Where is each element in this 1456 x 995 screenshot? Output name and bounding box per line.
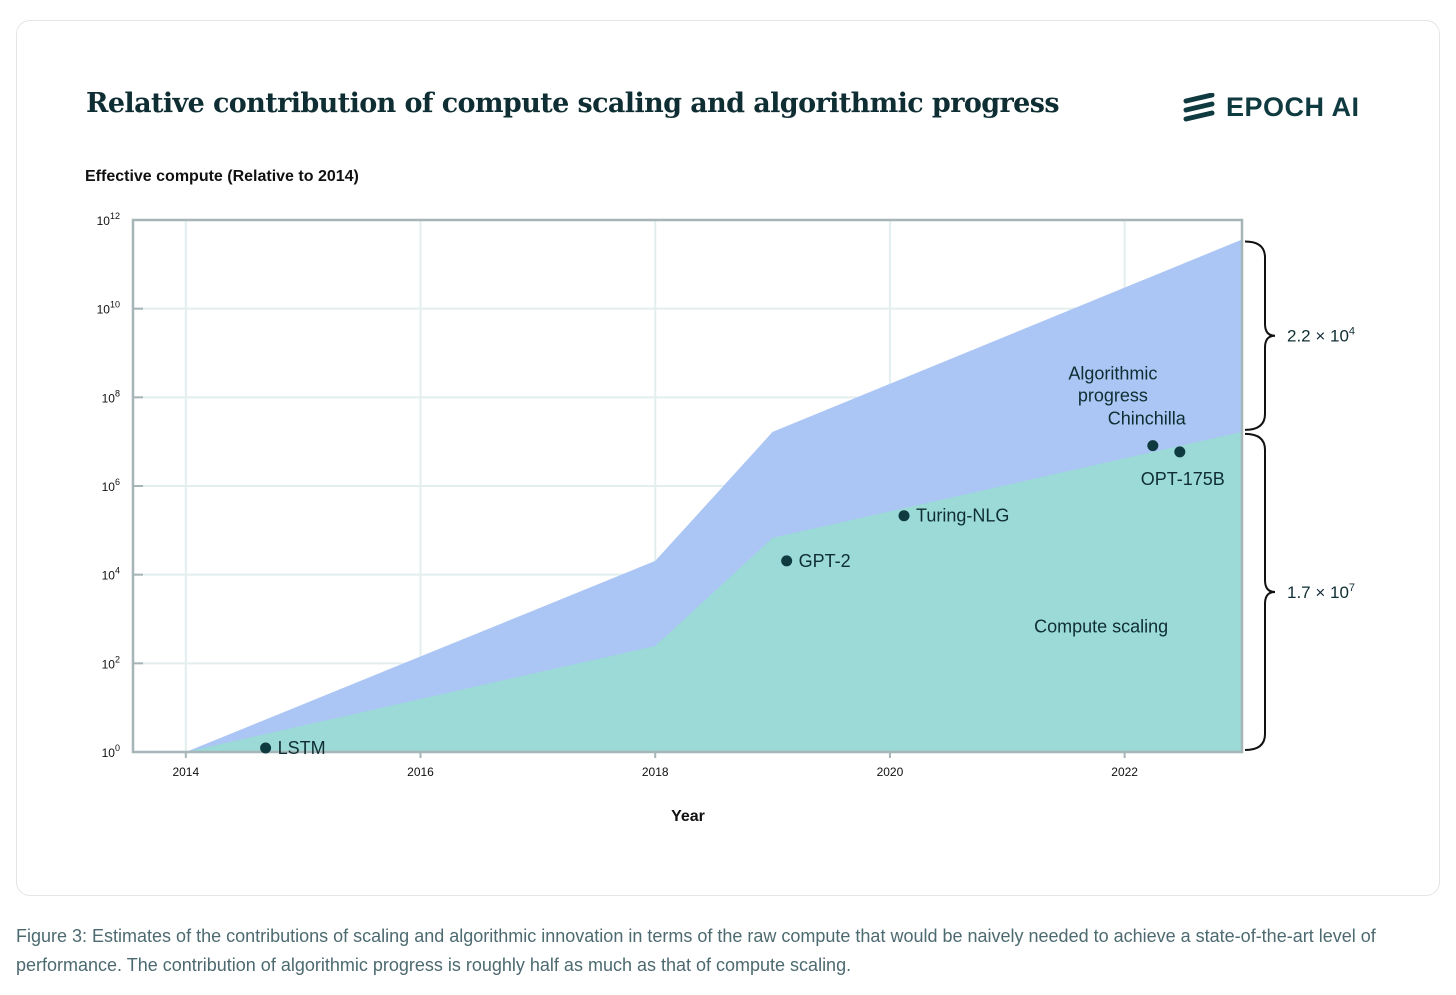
y-tick-label: 106 — [102, 477, 120, 494]
bracket — [1244, 240, 1276, 431]
data-point — [898, 510, 910, 522]
area-label: Compute scaling — [1034, 616, 1168, 636]
figure-card — [16, 20, 1440, 896]
x-tick-label: 2020 — [877, 765, 904, 779]
y-tick-label: 104 — [102, 566, 120, 583]
epoch-ai-logo: EPOCH AI — [1182, 92, 1360, 123]
y-tick-label: 1012 — [97, 211, 120, 228]
x-axis-label: Year — [671, 808, 705, 825]
data-point — [1147, 440, 1159, 452]
data-point-label: OPT-175B — [1141, 469, 1225, 489]
data-point-label: LSTM — [278, 738, 326, 758]
y-tick-label: 102 — [102, 654, 120, 671]
area-label: Algorithmic — [1068, 364, 1157, 384]
area-compute-scaling — [185, 431, 1242, 752]
data-point — [260, 742, 272, 754]
data-point — [1174, 446, 1186, 458]
area-label: progress — [1078, 386, 1148, 406]
figure-caption: Figure 3: Estimates of the contributions… — [16, 926, 1376, 975]
y-tick-label: 100 — [102, 743, 120, 760]
bracket-label: 1.7 × 107 — [1287, 582, 1355, 602]
epoch-logo-icon — [1183, 92, 1215, 121]
x-tick-label: 2014 — [172, 765, 199, 779]
y-axis-label: Effective compute (Relative to 2014) — [85, 168, 359, 185]
bracket — [1244, 432, 1276, 751]
y-tick-label: 108 — [102, 388, 120, 405]
y-tick-label: 1010 — [97, 300, 120, 317]
data-point-label: GPT-2 — [799, 551, 851, 571]
x-tick-label: 2016 — [407, 765, 434, 779]
bracket-label: 2.2 × 104 — [1287, 326, 1355, 346]
data-point-label: Turing-NLG — [916, 506, 1009, 526]
x-tick-label: 2022 — [1111, 765, 1138, 779]
chart-title: Relative contribution of compute scaling… — [86, 88, 1060, 119]
data-point — [781, 555, 793, 567]
x-tick-label: 2018 — [642, 765, 669, 779]
data-point-label: Chinchilla — [1108, 409, 1187, 429]
logo-text: EPOCH AI — [1226, 92, 1360, 122]
